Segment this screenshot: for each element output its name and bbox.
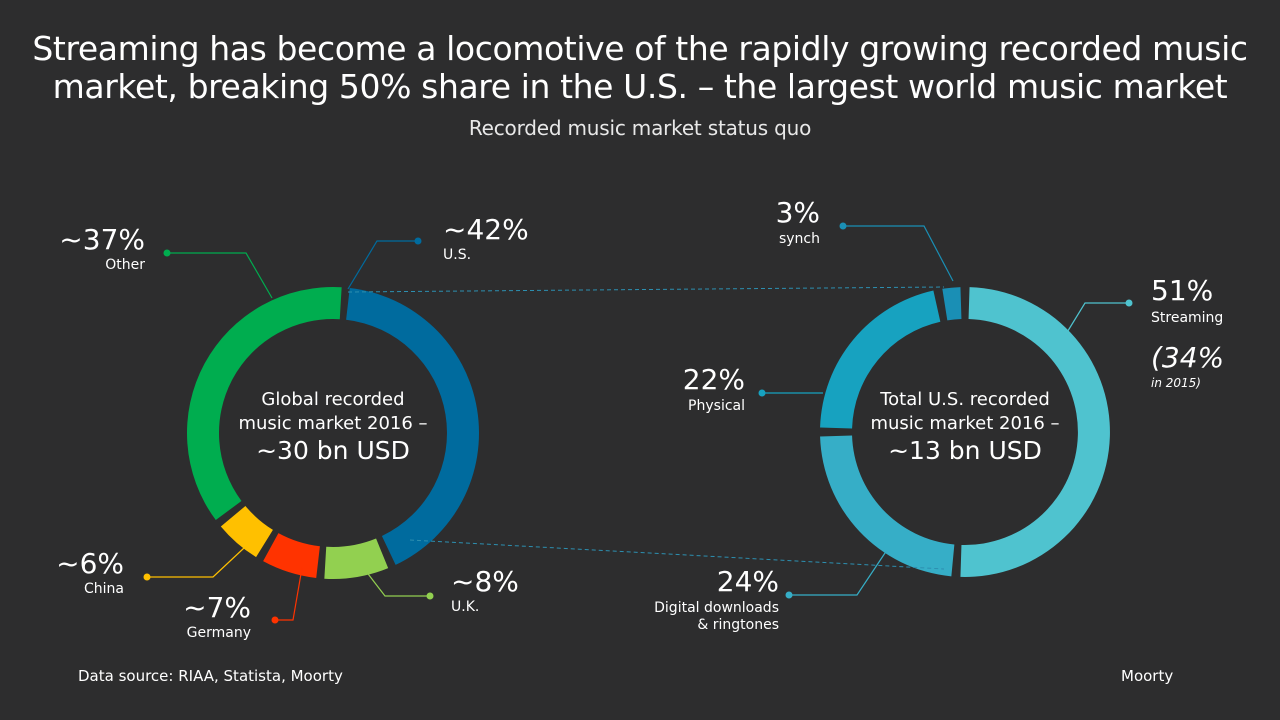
- physical-value-label: 22%: [683, 363, 745, 396]
- brand-label: Moorty: [1121, 667, 1174, 685]
- us-donut-slice-synch: [942, 287, 962, 321]
- us-center-line-3: ~13 bn USD: [888, 436, 1042, 465]
- connector-bottom-dashed-line: [409, 539, 945, 570]
- streaming-name-label: Streaming: [1151, 310, 1223, 326]
- global-center-line-3: ~30 bn USD: [256, 436, 410, 465]
- global-center-line-1: Global recorded: [261, 389, 404, 410]
- global-donut-slice-germany: [263, 533, 320, 579]
- us-donut-slice-streaming: [960, 287, 1110, 577]
- streaming-2015-note-label: in 2015): [1151, 376, 1201, 390]
- germany-leader-line: [275, 567, 303, 621]
- title-line-1: Streaming has become a locomotive of the…: [32, 29, 1248, 68]
- global-donut-slice-other: [186, 287, 342, 521]
- data-source-note: Data source: RIAA, Statista, Moorty: [78, 667, 343, 685]
- digital-value-label: 24%: [717, 565, 779, 598]
- china-leader-dot: [143, 573, 151, 581]
- germany-name-label: Germany: [187, 625, 251, 641]
- streaming-value-label: 51%: [1151, 274, 1213, 307]
- synch-leader-dot: [839, 222, 847, 230]
- digital-leader-dot: [785, 591, 793, 599]
- streaming-2015-value-label: (34%: [1151, 341, 1224, 374]
- page-title: Streaming has become a locomotive of the…: [0, 30, 1280, 106]
- synch-value-label: 3%: [776, 196, 820, 229]
- synch-name-label: synch: [779, 231, 820, 247]
- us-leader-line: [347, 240, 418, 290]
- china-leader-line: [147, 547, 245, 578]
- us-donut-slice-physical: [820, 290, 941, 429]
- connector-top-dashed-line: [347, 286, 945, 293]
- title-line-2: market, breaking 50% share in the U.S. –…: [52, 67, 1228, 106]
- germany-leader-dot: [271, 616, 279, 624]
- synch-leader-line: [843, 225, 954, 282]
- page-subtitle: Recorded music market status quo: [468, 116, 812, 140]
- global-donut-slice-china: [220, 505, 273, 558]
- us-center-line-1: Total U.S. recorded: [879, 389, 1050, 410]
- us-leader-dot: [414, 237, 422, 245]
- germany-value-label: ~7%: [183, 591, 251, 624]
- china-value-label: ~6%: [56, 547, 124, 580]
- physical-name-label: Physical: [688, 398, 745, 414]
- us-donut-slice-digital: [820, 435, 955, 577]
- digital-name-label-line-1: Digital downloads: [654, 600, 779, 616]
- physical-leader-dot: [758, 389, 766, 397]
- global-donut-slice-uk: [324, 538, 389, 579]
- other-leader-line: [167, 252, 273, 299]
- global-center-line-2: music market 2016 –: [238, 413, 427, 434]
- streaming-leader-line: [1065, 302, 1129, 335]
- uk-leader-line: [361, 565, 430, 597]
- uk-value-label: ~8%: [451, 565, 519, 598]
- china-name-label: China: [84, 581, 124, 597]
- other-value-label: ~37%: [59, 223, 145, 256]
- digital-name-label-line-2: & ringtones: [697, 617, 779, 633]
- digital-leader-line: [789, 540, 894, 596]
- us-name-label: U.S.: [443, 247, 471, 263]
- streaming-leader-dot: [1125, 299, 1133, 307]
- uk-leader-dot: [426, 592, 434, 600]
- us-center-line-2: music market 2016 –: [870, 413, 1059, 434]
- global-donut-slice-us: [346, 287, 479, 565]
- other-leader-dot: [163, 249, 171, 257]
- us-value-label: ~42%: [443, 213, 529, 246]
- uk-name-label: U.K.: [451, 599, 479, 615]
- other-name-label: Other: [105, 257, 145, 273]
